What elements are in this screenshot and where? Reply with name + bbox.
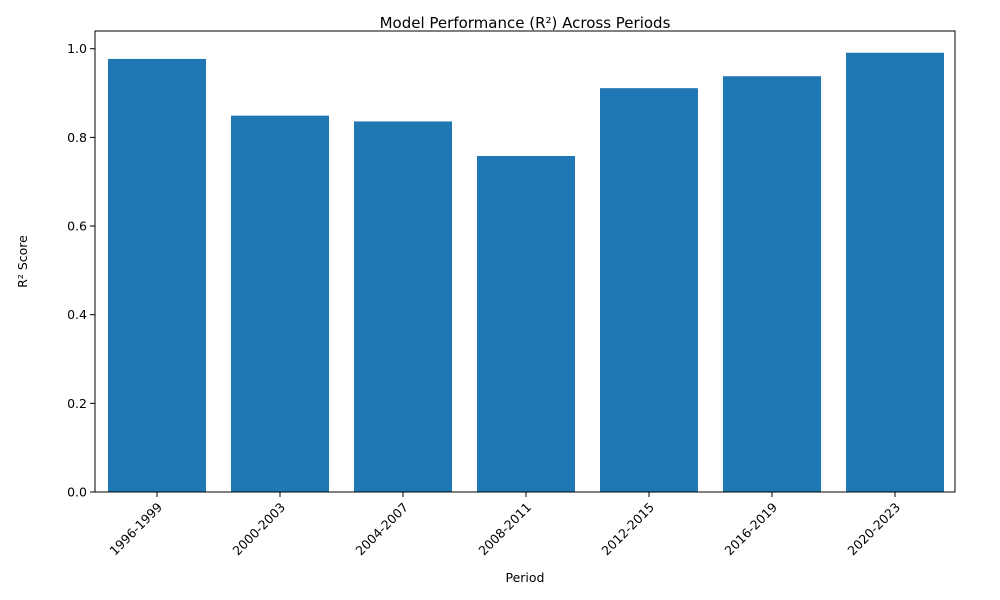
bar-2020-2023 — [846, 52, 944, 493]
bar-1996-1999 — [108, 58, 206, 492]
plot-frame — [94, 30, 956, 493]
bars-layer — [108, 52, 944, 493]
x-tick-label: 2008-2011 — [475, 500, 534, 559]
bar-2004-2007 — [354, 121, 452, 492]
bar-2016-2019 — [723, 76, 821, 492]
x-tick-label: 2000-2003 — [229, 500, 288, 559]
bar-2012-2015 — [600, 88, 698, 492]
chart-title: Model Performance (R²) Across Periods — [380, 14, 671, 32]
y-tick-label: 0.8 — [67, 130, 87, 145]
y-tick-label: 0.6 — [67, 219, 87, 234]
bar-2000-2003 — [231, 115, 329, 492]
y-tick-label: 0.4 — [67, 307, 87, 322]
y-tick-label: 0.2 — [67, 396, 87, 411]
x-tick-label: 1996-1999 — [106, 499, 165, 558]
bar-2008-2011 — [477, 156, 575, 492]
y-tick-label: 1.0 — [67, 41, 87, 56]
y-tick-label: 0.0 — [67, 485, 87, 500]
x-tick-label: 2020-2023 — [844, 500, 903, 559]
x-tick-label: 2012-2015 — [598, 500, 657, 559]
y-axis-label: R² Score — [15, 235, 30, 288]
y-axis: 0.0 0.2 0.4 0.6 0.8 1.0 — [67, 41, 95, 500]
x-axis: 1996-1999 2000-2003 2004-2007 2008-2011 2012… — [106, 492, 903, 558]
x-axis-label: Period — [506, 570, 545, 585]
x-tick-label: 2016-2019 — [721, 499, 780, 558]
x-tick-label: 2004-2007 — [352, 500, 411, 559]
